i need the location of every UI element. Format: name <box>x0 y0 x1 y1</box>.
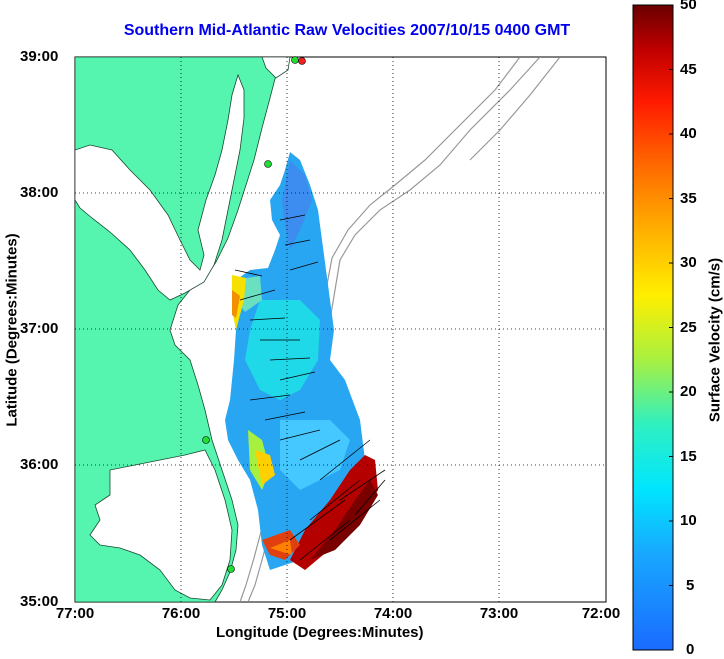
colorbar-tick: 30 <box>680 254 697 271</box>
y-tick: 36:00 <box>20 456 59 473</box>
x-tick: 74:00 <box>373 605 413 622</box>
y-tick: 38:00 <box>20 184 59 201</box>
pamlico-sound <box>89 449 233 601</box>
chesapeake-bay <box>75 73 245 301</box>
y-axis-label: Latitude (Degrees:Minutes) <box>3 233 21 427</box>
colorbar-tick: 20 <box>680 383 697 400</box>
map-title: Southern Mid-Atlantic Raw Velocities 200… <box>123 22 571 39</box>
x-tick: 73:00 <box>479 605 519 622</box>
x-tick: 77:00 <box>55 605 95 622</box>
grid-lines <box>75 57 606 602</box>
colorbar-tick: 0 <box>686 641 695 658</box>
y-tick: 35:00 <box>20 593 59 610</box>
colorbar-tick: 50 <box>680 0 697 13</box>
colorbar-tick: 35 <box>680 190 697 207</box>
velocity-vectors <box>234 214 386 561</box>
y-tick: 37:00 <box>20 320 59 337</box>
colorbar-tick: 5 <box>686 577 695 594</box>
colorbar <box>632 4 674 651</box>
y-tick: 39:00 <box>20 48 59 65</box>
colorbar-tick: 15 <box>680 448 697 465</box>
x-tick: 76:00 <box>161 605 201 622</box>
velocity-field <box>225 152 378 570</box>
colorbar-tick: 45 <box>680 61 697 78</box>
x-tick: 72:00 <box>581 605 621 622</box>
radar-stations <box>202 56 306 573</box>
colorbar-label: Surface Velocity (cm/s) <box>706 257 724 423</box>
colorbar-tick: 40 <box>680 125 697 142</box>
x-tick: 75:00 <box>267 605 307 622</box>
x-axis-label: Longitude (Degrees:Minutes) <box>216 624 424 641</box>
colorbar-tick: 25 <box>680 319 697 336</box>
colorbar-tick: 10 <box>680 512 697 529</box>
